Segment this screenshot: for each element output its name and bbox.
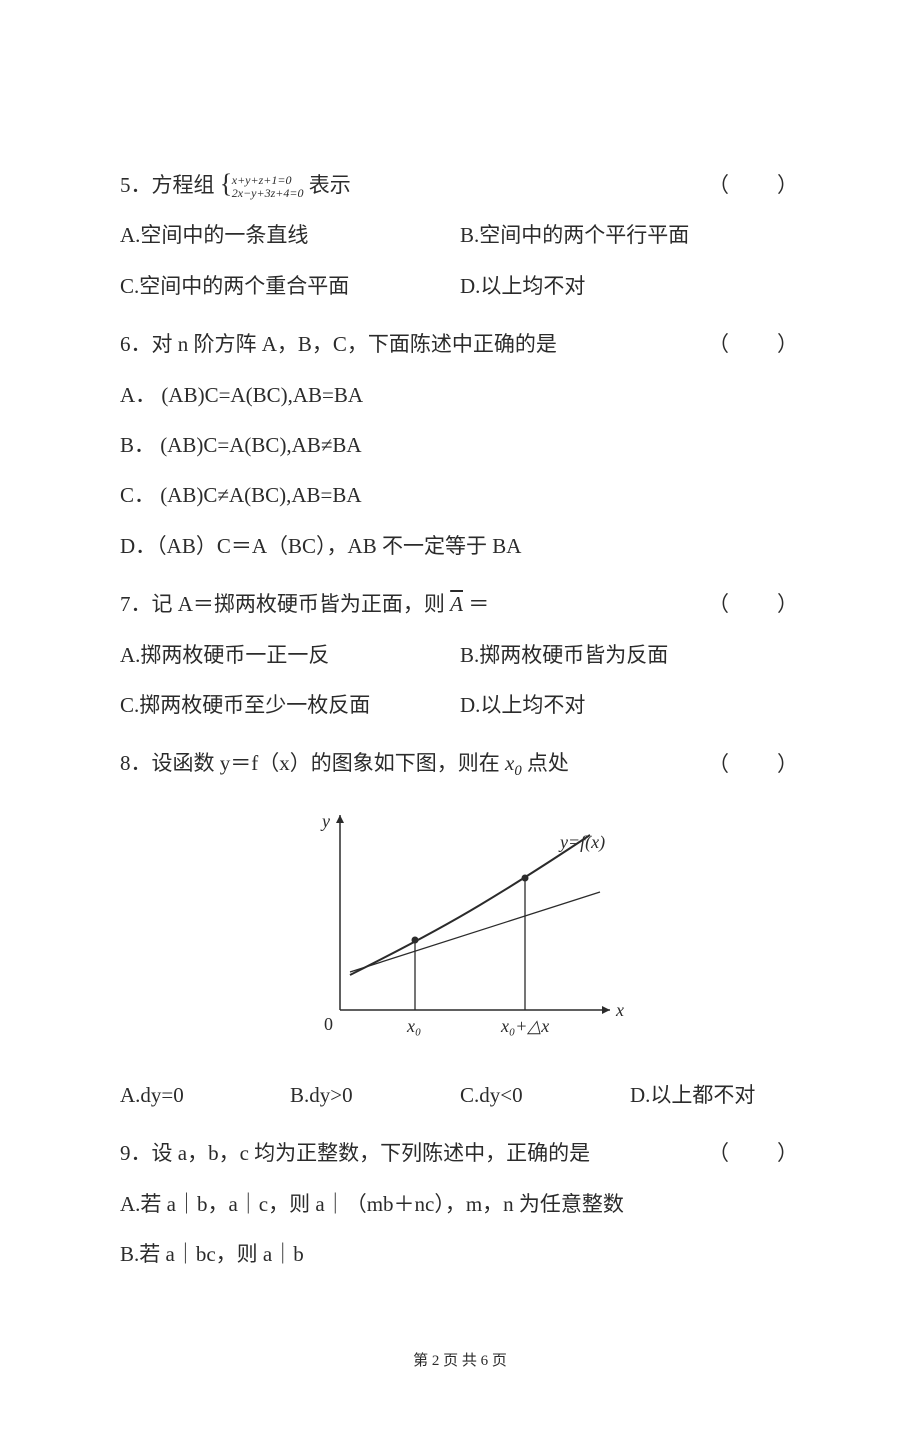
q7-opt-a: A.掷两枚硬币一正一反 — [120, 630, 460, 680]
svg-text:x₀: x₀ — [406, 1016, 421, 1036]
q7-opt-d: D.以上均不对 — [460, 680, 800, 730]
q7-tail: ＝ — [463, 592, 489, 616]
q8-graph: y x 0 x₀ x₀+△x y=f(x) — [280, 800, 640, 1060]
q5-options-row1: A.空间中的一条直线 B.空间中的两个平行平面 — [120, 210, 800, 260]
q7-options-row2: C.掷两枚硬币至少一枚反面 D.以上均不对 — [120, 680, 800, 730]
q9-opt-a: A.若 a｜b，a｜c，则 a｜（mb＋nc），m，n 为任意整数 — [120, 1179, 800, 1229]
q7-opt-c: C.掷两枚硬币至少一枚反面 — [120, 680, 460, 730]
q8-tail: 点处 — [522, 751, 569, 775]
svg-text:y=f(x): y=f(x) — [558, 832, 605, 853]
q6-stem-text: 6．对 n 阶方阵 A，B，C，下面陈述中正确的是 — [120, 319, 698, 369]
q8-stem: 8．设函数 y＝f（x）的图象如下图，则在 x0 点处 （ ） — [120, 738, 800, 789]
q6-opt-c: C． (AB)C≠A(BC),AB=BA — [120, 470, 800, 520]
q5-stem: 5．方程组 x+y+z+1=0 2x−y+3z+4=0 表示 （ ） — [120, 160, 800, 210]
q5-options-row2: C.空间中的两个重合平面 D.以上均不对 — [120, 261, 800, 311]
question-8: 8．设函数 y＝f（x）的图象如下图，则在 x0 点处 （ ） yx0x₀x₀+… — [120, 738, 800, 1120]
answer-blank: （ ） — [708, 579, 800, 629]
page-footer: 第 2 页 共 6 页 — [120, 1349, 800, 1370]
q6-opt-d: D．（AB）C＝A（BC），AB 不一定等于 BA — [120, 521, 800, 571]
q8-opt-b: B.dy>0 — [290, 1070, 460, 1120]
svg-text:x: x — [615, 1000, 624, 1020]
q9-stem: 9．设 a，b，c 均为正整数，下列陈述中，正确的是 （ ） — [120, 1128, 800, 1178]
q5-opt-c: C.空间中的两个重合平面 — [120, 261, 460, 311]
q8-lead: 8．设函数 y＝f（x）的图象如下图，则在 — [120, 751, 505, 775]
q6-opt-b: B． (AB)C=A(BC),AB≠BA — [120, 420, 800, 470]
question-6: 6．对 n 阶方阵 A，B，C，下面陈述中正确的是 （ ） A． (AB)C=A… — [120, 319, 800, 571]
answer-blank: （ ） — [708, 739, 800, 789]
question-9: 9．设 a，b，c 均为正整数，下列陈述中，正确的是 （ ） A.若 a｜b，a… — [120, 1128, 800, 1279]
answer-blank: （ ） — [708, 319, 800, 369]
q8-opt-c: C.dy<0 — [460, 1070, 630, 1120]
q9-opt-b: B.若 a｜bc，则 a｜b — [120, 1229, 800, 1279]
svg-text:0: 0 — [324, 1014, 333, 1034]
q9-stem-text: 9．设 a，b，c 均为正整数，下列陈述中，正确的是 — [120, 1128, 698, 1178]
svg-text:y: y — [320, 811, 330, 831]
q7-opt-b: B.掷两枚硬币皆为反面 — [460, 630, 800, 680]
answer-blank: （ ） — [708, 1128, 800, 1178]
q8-opt-a: A.dy=0 — [120, 1070, 290, 1120]
q8-x0: x0 — [505, 751, 522, 775]
answer-blank: （ ） — [708, 160, 800, 210]
q7-stem: 7．记 A＝掷两枚硬币皆为正面，则 A ＝ （ ） — [120, 579, 800, 629]
q5-system: x+y+z+1=0 2x−y+3z+4=0 — [220, 174, 304, 200]
q7-lead: 7．记 A＝掷两枚硬币皆为正面，则 — [120, 592, 450, 616]
q8-opt-d: D.以上都不对 — [630, 1070, 800, 1120]
q5-tail: 表示 — [309, 173, 351, 197]
q6-opt-a: A． (AB)C=A(BC),AB=BA — [120, 370, 800, 420]
q7-abar: A — [450, 592, 463, 616]
svg-text:x₀+△x: x₀+△x — [500, 1016, 549, 1036]
q8-options: A.dy=0 B.dy>0 C.dy<0 D.以上都不对 — [120, 1070, 800, 1120]
q5-opt-d: D.以上均不对 — [460, 261, 800, 311]
q7-options-row1: A.掷两枚硬币一正一反 B.掷两枚硬币皆为反面 — [120, 630, 800, 680]
q5-opt-b: B.空间中的两个平行平面 — [460, 210, 800, 260]
question-5: 5．方程组 x+y+z+1=0 2x−y+3z+4=0 表示 （ ） A.空间中… — [120, 160, 800, 311]
question-7: 7．记 A＝掷两枚硬币皆为正面，则 A ＝ （ ） A.掷两枚硬币一正一反 B.… — [120, 579, 800, 730]
q5-lead: 5．方程组 — [120, 173, 215, 197]
exam-page: 5．方程组 x+y+z+1=0 2x−y+3z+4=0 表示 （ ） A.空间中… — [0, 0, 920, 1430]
q5-eq2: 2x−y+3z+4=0 — [232, 187, 304, 200]
q6-stem: 6．对 n 阶方阵 A，B，C，下面陈述中正确的是 （ ） — [120, 319, 800, 369]
q5-opt-a: A.空间中的一条直线 — [120, 210, 460, 260]
